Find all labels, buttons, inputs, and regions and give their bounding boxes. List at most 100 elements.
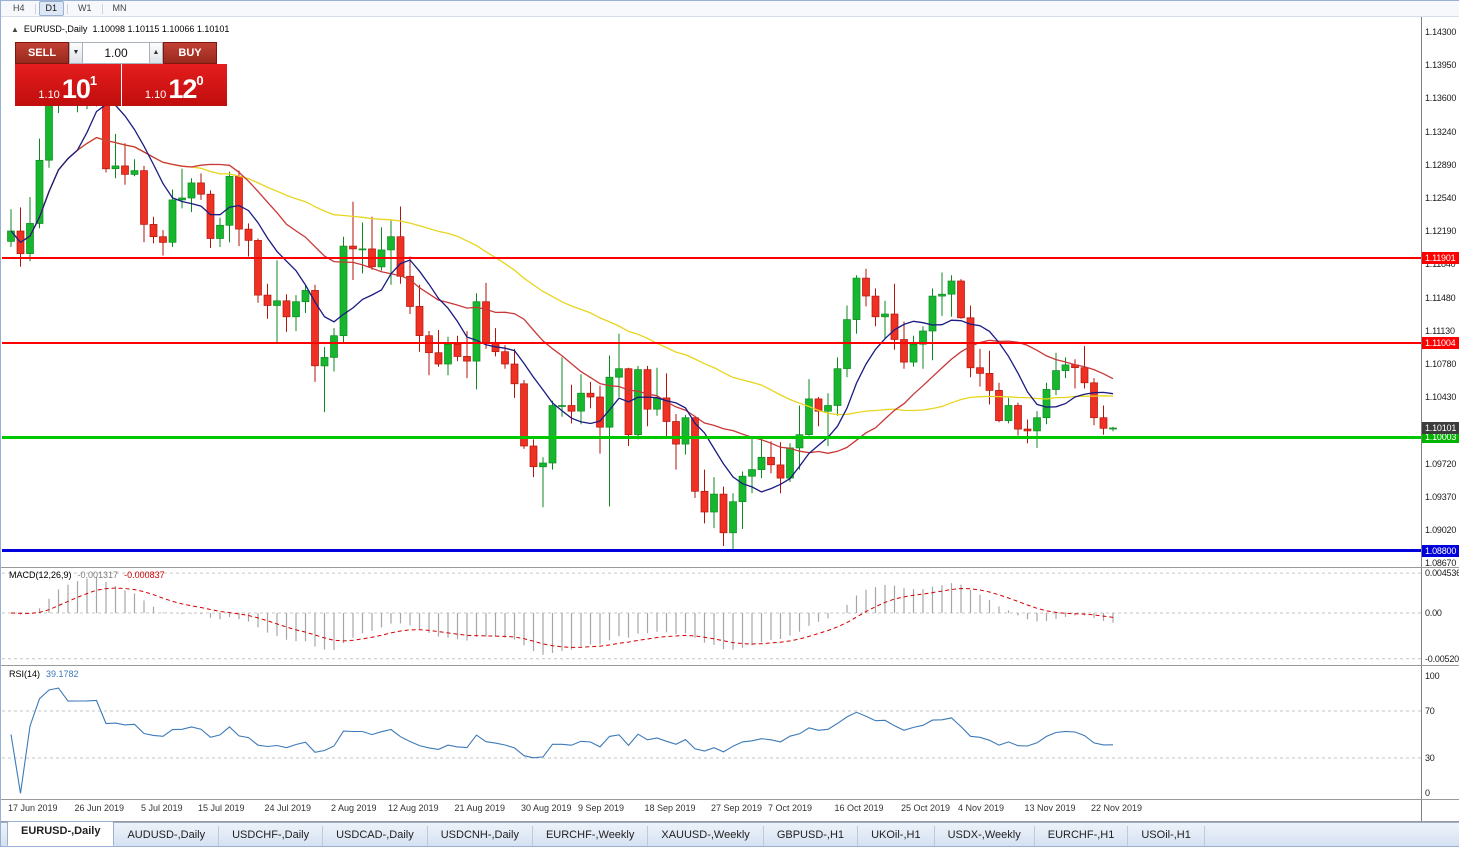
buy-price-display[interactable]: 1.10 12 0 [121,64,227,106]
price-axis-label: 1.09370 [1425,491,1457,502]
rsi-panel[interactable] [1,666,1421,799]
buy-button[interactable]: BUY [163,42,217,64]
price-axis-label: 1.11130 [1425,325,1455,336]
sell-button[interactable]: SELL [15,42,69,64]
time-axis-label: 21 Aug 2019 [454,803,506,813]
time-axis-label: 7 Oct 2019 [768,803,813,813]
resistance-badge-2: 1.11004 [1422,336,1459,349]
price-axis-label: 1.09020 [1425,524,1457,535]
chart-tab-usdcad-daily[interactable]: USDCAD-,Daily [323,826,428,846]
timeframe-button-d1[interactable]: D1 [38,1,65,16]
chart-ohlc-header: ▲ EURUSD-,Daily 1.10098 1.10115 1.10066 … [11,24,229,34]
ma-slow-yellow [10,136,1114,416]
macd-indicator-label: MACD(12,26,9) -0.001317 -0.000837 [9,570,165,580]
price-axis-label: 1.13600 [1425,93,1457,104]
volume-input[interactable] [83,42,149,64]
rsi-axis-label: 0 [1425,788,1430,799]
time-axis-label: 18 Sep 2019 [644,803,696,813]
time-axis-label: 16 Oct 2019 [834,803,884,813]
timeframe-button-w1[interactable]: W1 [78,3,92,13]
chart-tab-eurusd-daily[interactable]: EURUSD-,Daily [7,821,115,846]
price-axis-label: 1.12190 [1425,225,1457,236]
time-axis-label: 25 Oct 2019 [901,803,951,813]
chart-tab-usoil-h1[interactable]: USOil-,H1 [1128,826,1205,846]
volume-increase-button[interactable]: ▲ [149,42,163,64]
timeframe-button-mn[interactable]: MN [112,3,127,13]
sell-price-display[interactable]: 1.10 10 1 [15,64,121,106]
price-axis-label: 1.10780 [1425,358,1457,369]
chart-tab-xauusd-weekly[interactable]: XAUUSD-,Weekly [648,826,764,846]
rsi-indicator-label: RSI(14) 39.1782 [9,669,79,679]
time-axis-label: 15 Jul 2019 [198,803,245,813]
chart-tab-eurchf-h1[interactable]: EURCHF-,H1 [1035,826,1129,846]
ma-mid-red [10,136,1114,454]
time-axis: 17 Jun 2019 26 Jun 2019 5 Jul 2019 15 Jul 2… [1,803,1421,817]
time-axis-label: 9 Sep 2019 [578,803,625,813]
timeframe-toolbar: H4 D1 W1 MN [1,1,1459,17]
time-axis-label: 4 Nov 2019 [958,803,1005,813]
resistance-badge-1: 1.11901 [1422,252,1459,265]
time-axis-label: 27 Sep 2019 [711,803,763,813]
time-axis-label: 22 Nov 2019 [1091,803,1143,813]
price-axis-label: 1.13240 [1425,126,1457,137]
time-axis-label: 30 Aug 2019 [521,803,572,813]
frame-layer [1,17,1459,822]
macd-main-value: -0.001317 [77,570,119,580]
rsi-value: 39.1782 [46,669,79,679]
buy-price-point: 0 [196,73,204,88]
one-click-toggle-icon[interactable]: ▲ [11,24,19,34]
time-axis-label: 24 Jul 2019 [264,803,312,813]
spinner-down-icon: ▼ [72,49,80,56]
toolbar-separator [34,3,36,14]
buy-price-pips: 12 [168,74,197,104]
macd-name: MACD(12,26,9) [9,570,72,580]
price-axis-label: 1.08670 [1425,557,1457,568]
price-axis-label: 1.10430 [1425,391,1457,402]
time-axis-label: 13 Nov 2019 [1024,803,1076,813]
sell-price-pips: 10 [61,74,91,104]
chart-symbol-label: EURUSD-,Daily [23,24,88,34]
sell-price-prefix: 1.10 [38,89,60,101]
rsi-axis-label: 70 [1425,706,1435,716]
spinner-up-icon: ▲ [152,49,160,56]
timeframe-button-h4[interactable]: H4 [13,3,25,13]
time-axis-label: 17 Jun 2019 [8,803,58,813]
macd-axis-label: 0.00 [1425,608,1442,618]
chart-tab-gbpusd-h1[interactable]: GBPUSD-,H1 [764,826,859,846]
chart-tab-usdcnh-daily[interactable]: USDCNH-,Daily [428,826,533,846]
chart-ohlc-values: 1.10098 1.10115 1.10066 1.10101 [92,24,230,34]
macd-axis-label: 0.004536 [1425,568,1459,579]
chart-tab-audusd-daily[interactable]: AUDUSD-,Daily [114,826,220,846]
time-axis-label: 5 Jul 2019 [141,803,183,813]
rsi-axis-label: 100 [1425,670,1440,681]
support-badge-green: 1.10003 [1422,431,1459,444]
macd-axis-label: -0.005206 [1425,653,1459,664]
rsi-layer [2,687,1421,794]
main-chart-panel[interactable] [1,17,1421,567]
rsi-axis-label: 30 [1425,753,1435,763]
toolbar-separator [101,3,103,14]
time-axis-label: 26 Jun 2019 [74,803,125,813]
chart-tab-ukoil-h1[interactable]: UKOil-,H1 [858,826,935,846]
price-axis-label: 1.11480 [1425,292,1456,303]
support-badge-blue: 1.08800 [1422,544,1459,557]
ma-fast-navy [10,103,1114,493]
chart-tabs-bar: EURUSD-,Daily AUDUSD-,Daily USDCHF-,Daily U… [1,821,1459,846]
volume-decrease-button[interactable]: ▼ [69,42,83,64]
macd-layer [2,572,1421,660]
sell-price-point: 1 [89,73,98,88]
price-axis-label: 1.13950 [1425,60,1457,70]
chart-tab-eurchf-weekly[interactable]: EURCHF-,Weekly [533,826,649,846]
current-price-badge: 1.10101 [1422,422,1459,434]
price-axis-label: 1.14300 [1425,27,1457,37]
buy-price-prefix: 1.10 [144,89,167,101]
chart-tab-usdx-weekly[interactable]: USDX-,Weekly [935,826,1035,846]
price-axis-label: 1.12890 [1425,159,1457,170]
time-axis-label: 2 Aug 2019 [331,803,377,813]
horizontal-lines-layer [2,257,1421,553]
chart-tab-usdchf-daily[interactable]: USDCHF-,Daily [219,826,324,846]
macd-panel[interactable] [1,568,1421,665]
